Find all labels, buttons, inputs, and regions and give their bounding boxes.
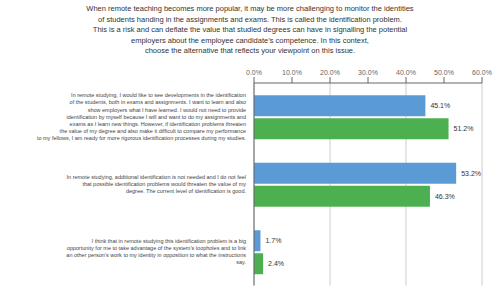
svg-text:45.1%: 45.1% [430,102,450,109]
svg-text:20.0%: 20.0% [320,69,340,76]
svg-text:53.2%: 53.2% [461,169,481,176]
svg-text:2.4%: 2.4% [268,260,284,267]
svg-text:50.0%: 50.0% [434,69,454,76]
svg-text:In remote studying, additional: In remote studying, additional identific… [67,174,247,194]
svg-text:1.7%: 1.7% [265,237,281,244]
svg-text:30.0%: 30.0% [358,69,378,76]
svg-text:40.0%: 40.0% [396,69,416,76]
svg-text:0.0%: 0.0% [246,69,262,76]
svg-text:60.0%: 60.0% [472,69,492,76]
svg-text:In remote studying, I would li: In remote studying, I would like to see … [37,92,247,141]
svg-text:46.3%: 46.3% [435,192,455,199]
svg-text:51.2%: 51.2% [454,125,474,132]
svg-text:10.0%: 10.0% [282,69,302,76]
svg-text:I think that in remote studyin: I think that in remote studying this ide… [66,238,246,265]
